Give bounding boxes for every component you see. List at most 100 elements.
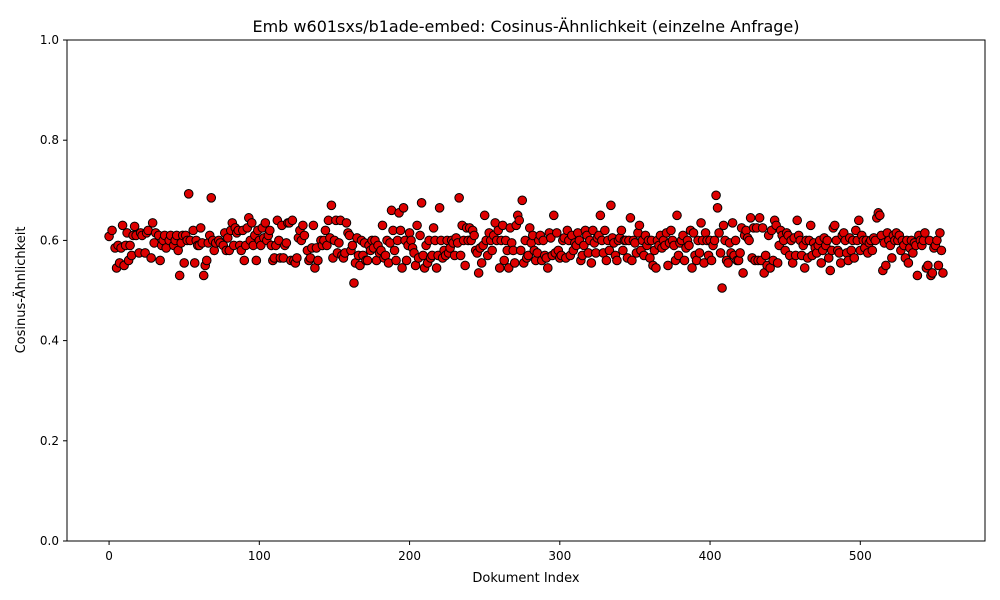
data-point [129,221,140,232]
data-point [714,228,724,238]
data-point [147,218,158,228]
data-point [542,263,553,273]
data-point [709,235,720,246]
data-point [401,255,412,266]
data-point [600,225,610,236]
data-point [760,250,771,261]
data-point [805,220,816,231]
data-point [398,203,409,213]
data-point [247,218,257,228]
data-point [341,218,352,228]
data-point [455,250,466,261]
x-axis: 0 100 200 300 400 500 [105,541,872,563]
data-point [183,189,194,199]
y-tick-label: 0.2 [40,434,59,448]
data-point [362,255,373,266]
data-point [460,260,470,271]
data-point [612,255,622,266]
data-point [816,258,827,268]
data-point [853,215,864,226]
x-tick-label: 500 [849,549,872,563]
data-point [684,240,694,251]
data-point [428,223,439,233]
y-axis: 0.0 0.2 0.4 0.6 0.8 1.0 [40,33,67,548]
data-point [627,255,637,266]
data-point [923,260,933,271]
data-point [920,228,930,238]
data-point [706,255,717,266]
data-point [887,253,897,263]
data-point [260,218,271,228]
data-point [326,200,337,211]
x-tick-label: 100 [248,549,271,563]
y-tick-label: 1.0 [40,33,59,47]
data-point [389,245,400,256]
data-point [881,260,891,271]
data-point [717,283,727,293]
data-point [936,245,947,256]
data-point [903,258,914,268]
data-point [155,255,165,266]
data-point [730,235,741,246]
plot-area [66,39,986,542]
data-point [875,210,885,221]
data-point [735,248,745,258]
data-point [397,263,407,273]
data-points [104,189,948,293]
data-point [503,263,514,273]
x-tick-label: 0 [105,549,113,563]
data-point [666,225,676,236]
data-point [727,218,738,228]
data-point [745,213,756,223]
data-point [239,255,250,266]
chart-title: Emb w601sxs/b1ade-embed: Cosinus-Ähnlich… [252,17,799,36]
data-point [927,268,938,278]
data-point [281,238,292,248]
data-point [431,263,442,273]
data-point [509,258,520,268]
data-point [799,263,810,273]
data-point [912,270,923,281]
data-point [616,225,627,236]
data-point [606,200,616,211]
data-point [476,258,487,268]
data-point [206,193,217,203]
data-point [938,268,948,278]
data-point [473,268,484,278]
data-point [195,223,206,233]
data-point [672,210,682,221]
data-point [679,255,690,266]
data-point [299,230,310,241]
data-point [625,213,636,223]
data-point [287,215,298,226]
data-point [757,223,768,233]
x-axis-label: Dokument Index [472,571,580,586]
x-tick-label: 400 [699,549,722,563]
data-point [687,263,697,273]
data-point [189,258,200,268]
data-point [347,240,358,251]
data-point [825,265,836,276]
data-point [320,225,331,236]
data-point [723,258,733,268]
data-point [673,250,684,261]
data-point [514,215,525,226]
data-point [313,255,323,266]
y-tick-label: 0.0 [40,534,59,548]
data-point [469,230,479,241]
data-point [146,253,156,263]
data-point [117,220,128,231]
data-point [416,198,427,208]
data-point [772,258,783,268]
data-point [935,228,945,238]
data-point [198,270,209,281]
data-point [711,190,721,201]
data-point [179,258,189,268]
data-point [634,220,645,231]
data-point [867,245,878,256]
data-point [754,213,765,223]
data-point [712,203,723,213]
data-point [715,248,726,258]
data-point [308,220,319,231]
